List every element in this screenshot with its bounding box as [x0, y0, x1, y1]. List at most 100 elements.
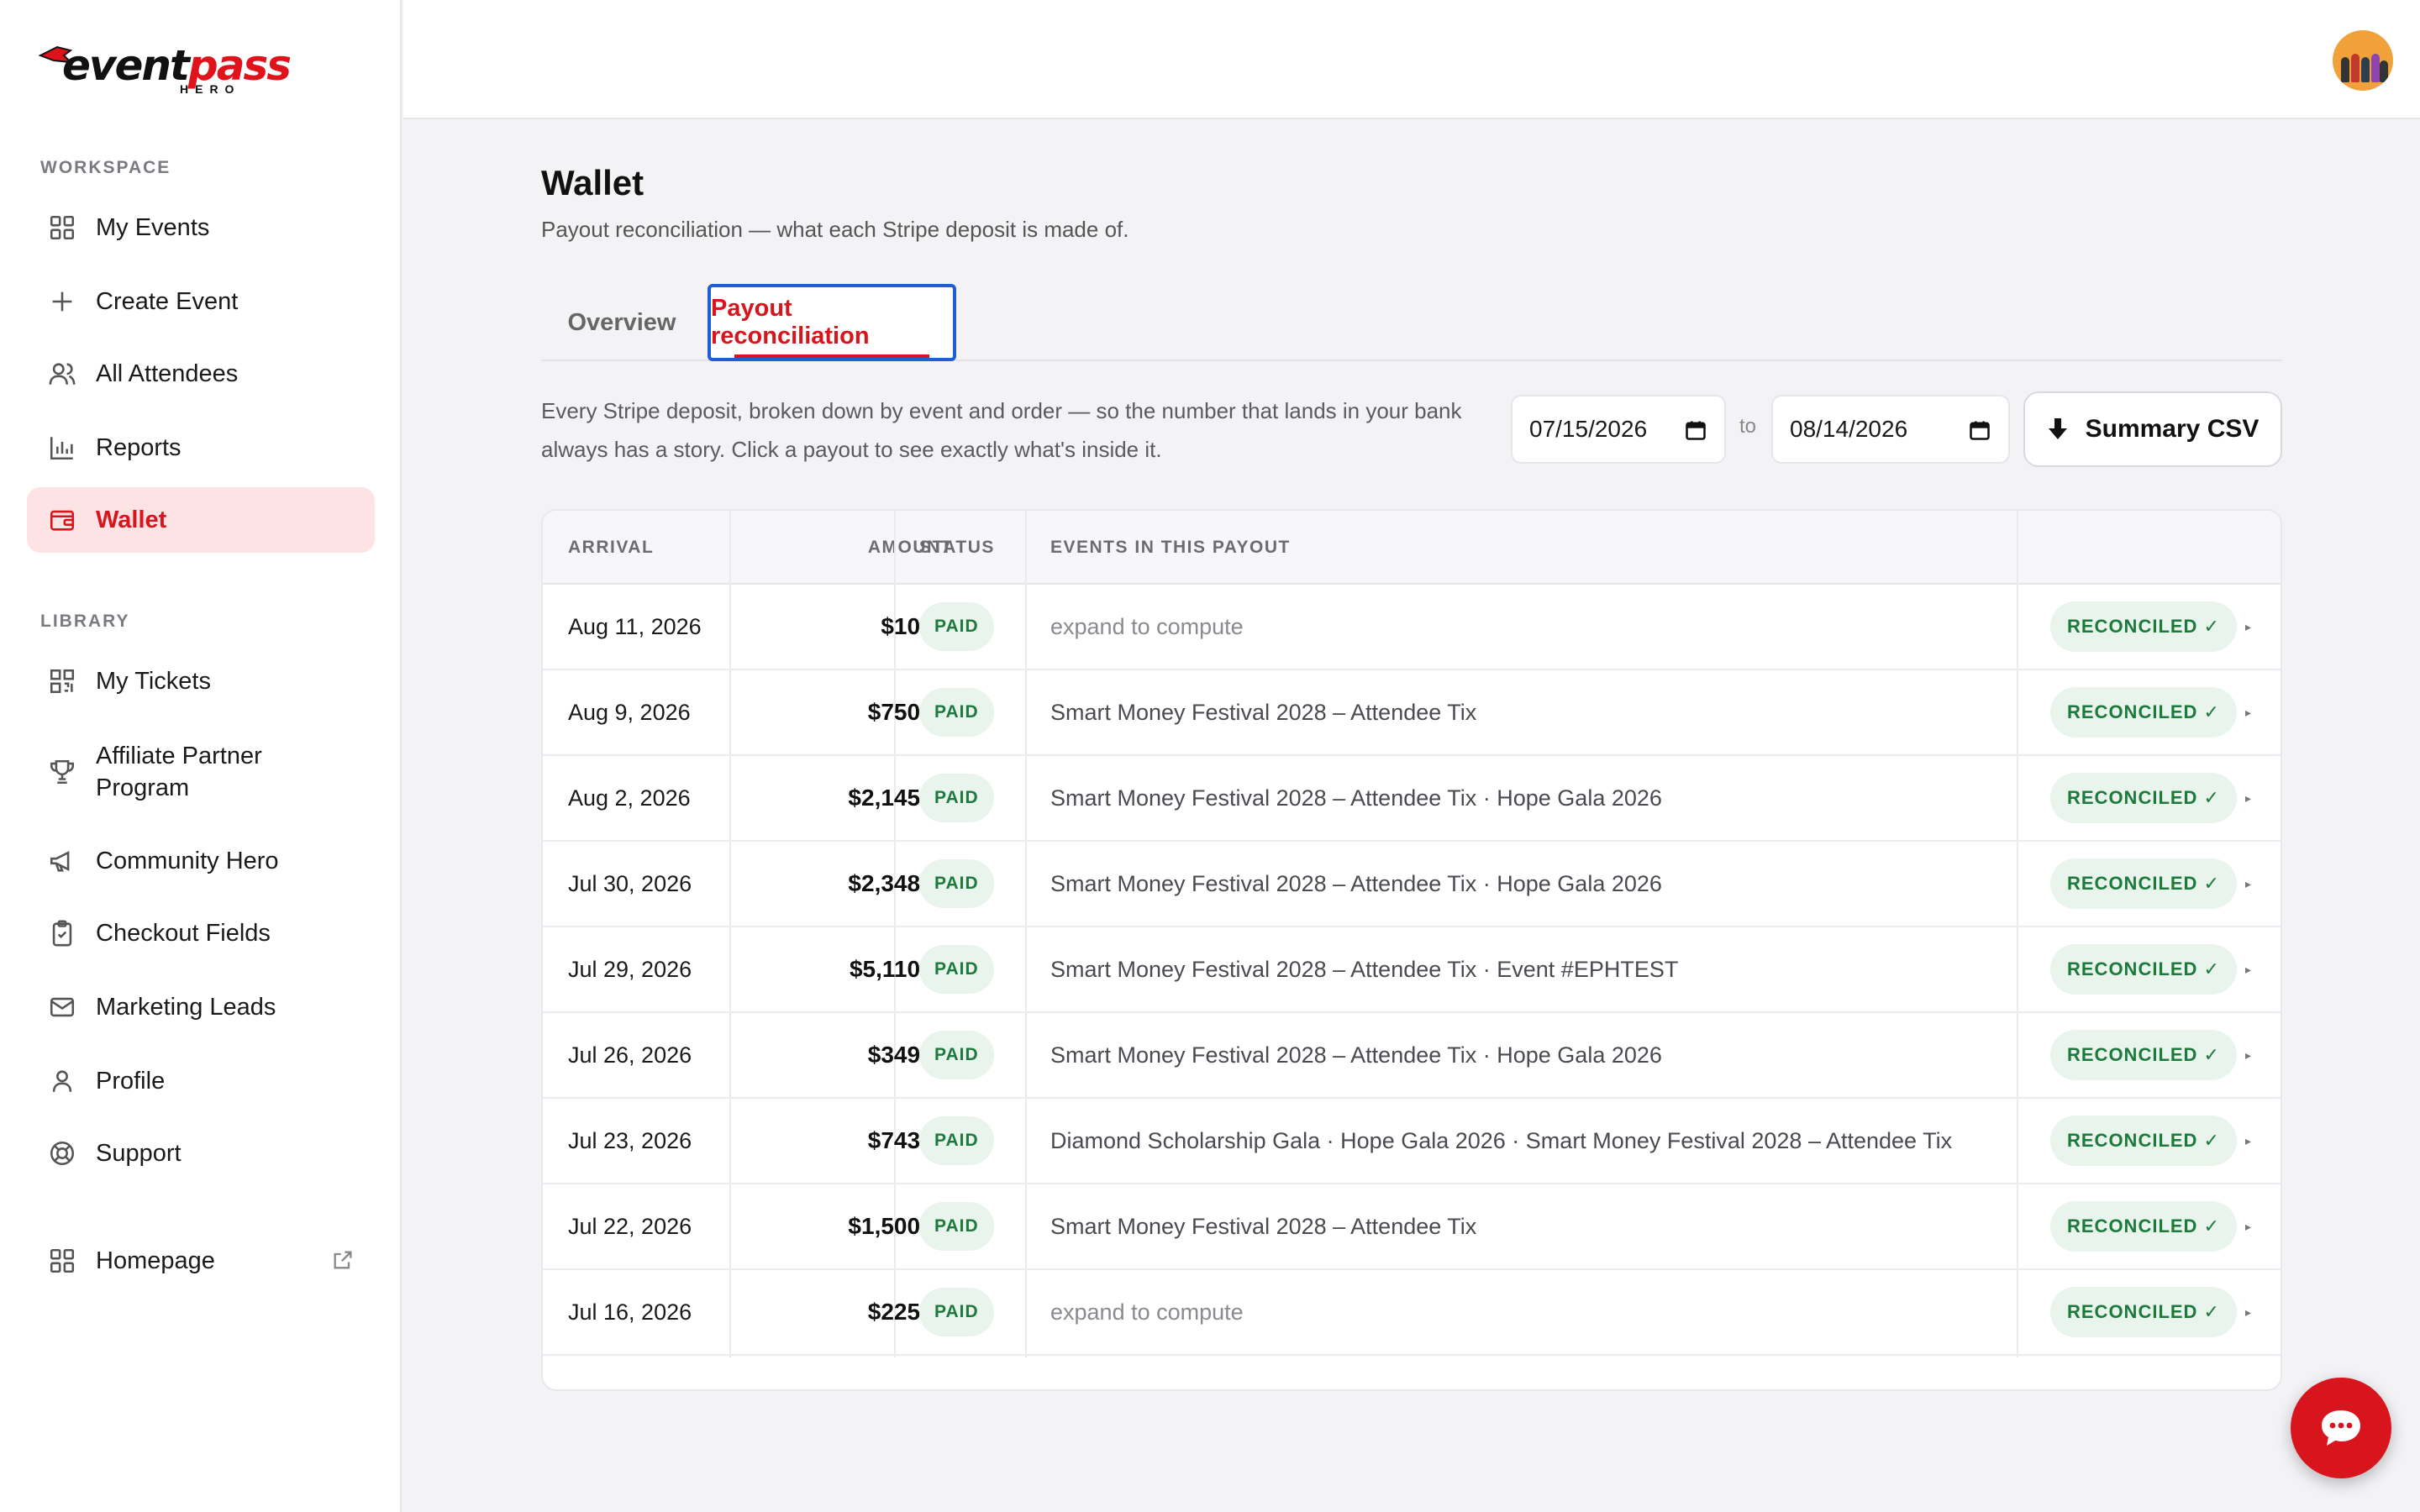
column-divider — [894, 511, 896, 1357]
column-header-events: EVENTS IN THIS PAYOUT — [1050, 538, 1291, 557]
reconciled-badge[interactable]: RECONCILED ✓ — [2050, 601, 2237, 652]
reconciled-cell: RECONCILED ✓ — [2050, 1099, 2237, 1183]
reconciled-badge[interactable]: RECONCILED ✓ — [2050, 858, 2237, 909]
date-from-value: 07/15/2026 — [1529, 416, 1648, 442]
reconciled-cell: RECONCILED ✓ — [2050, 1013, 2237, 1097]
sidebar-item-checkout-fields[interactable]: Checkout Fields — [27, 900, 375, 966]
reconciled-badge[interactable]: RECONCILED ✓ — [2050, 687, 2237, 738]
reconciled-badge[interactable]: RECONCILED ✓ — [2050, 944, 2237, 995]
avatar-figure — [2371, 54, 2380, 82]
sidebar-item-marketing-leads[interactable]: Marketing Leads — [27, 974, 375, 1040]
sidebar-item-create-event[interactable]: Create Event — [27, 269, 375, 334]
chat-button[interactable] — [2291, 1378, 2391, 1478]
sidebar-item-community-hero[interactable]: Community Hero — [27, 828, 375, 894]
expand-caret-icon[interactable]: ▸ — [2245, 876, 2252, 890]
expand-caret-icon[interactable]: ▸ — [2245, 962, 2252, 976]
arrival-date: Aug 2, 2026 — [568, 785, 691, 811]
expand-caret-icon[interactable]: ▸ — [2245, 705, 2252, 719]
table-row[interactable]: Jul 26, 2026 $349.30 PAID Smart Money Festi… — [543, 1013, 2281, 1099]
reconciled-badge[interactable]: RECONCILED ✓ — [2050, 773, 2237, 823]
page-title: Wallet — [541, 163, 644, 202]
date-to-input[interactable]: 08/14/2026 — [1771, 395, 2010, 464]
tab-payout-reconciliation[interactable]: Payout reconciliation — [708, 284, 956, 361]
sidebar-item-label: Homepage — [96, 1247, 215, 1274]
tab-overview[interactable]: Overview — [567, 308, 676, 336]
status-cell: PAID — [919, 927, 994, 1011]
sidebar-item-support[interactable]: Support — [27, 1121, 375, 1186]
arrival-date: Jul 30, 2026 — [568, 870, 692, 896]
reconciled-cell: RECONCILED ✓ — [2050, 756, 2237, 840]
expand-caret-icon[interactable]: ▸ — [2245, 619, 2252, 633]
sidebar-item-my-tickets[interactable]: My Tickets — [27, 648, 375, 714]
sidebar-item-label: Profile — [96, 1068, 166, 1095]
summary-csv-button[interactable]: Summary CSV — [2023, 391, 2282, 467]
page-subtitle: Payout reconciliation — what each Stripe… — [541, 217, 1129, 242]
wallet-icon — [47, 505, 77, 535]
table-row[interactable]: Aug 2, 2026 $2,145.78 PAID Smart Money Fest… — [543, 756, 2281, 842]
grid-icon — [47, 213, 77, 243]
arrival-date: Jul 16, 2026 — [568, 1299, 692, 1325]
reconciled-badge[interactable]: RECONCILED ✓ — [2050, 1201, 2237, 1252]
sidebar-item-my-events[interactable]: My Events — [27, 195, 375, 260]
status-badge: PAID — [919, 774, 994, 822]
column-header-status: STATUS — [919, 538, 995, 557]
avatar-figure — [2351, 54, 2360, 82]
status-cell: PAID — [919, 842, 994, 926]
sidebar-item-label: Reports — [96, 434, 182, 461]
reconciled-badge[interactable]: RECONCILED ✓ — [2050, 1287, 2237, 1337]
column-divider — [2017, 511, 2018, 1357]
payout-events: Smart Money Festival 2028 – Attendee Tix — [1050, 699, 1477, 725]
table-row[interactable]: Jul 16, 2026 $225.18 PAID expand to compute… — [543, 1270, 2281, 1356]
table-row[interactable]: Aug 9, 2026 $750.00 PAID Smart Money Festiv… — [543, 670, 2281, 756]
lifebuoy-icon — [47, 1138, 77, 1168]
expand-caret-icon[interactable]: ▸ — [2245, 1047, 2252, 1062]
sidebar-item-homepage[interactable]: Homepage — [27, 1228, 375, 1294]
expand-caret-icon[interactable]: ▸ — [2245, 790, 2252, 805]
arrival-date: Jul 26, 2026 — [568, 1042, 692, 1068]
top-bar — [403, 0, 2420, 119]
reconciled-cell: RECONCILED ✓ — [2050, 927, 2237, 1011]
sidebar-item-label: Support — [96, 1140, 182, 1167]
table-row[interactable]: Jul 23, 2026 $743.25 PAID Diamond Scholarsh… — [543, 1099, 2281, 1184]
status-badge: PAID — [919, 602, 994, 651]
reconciled-cell: RECONCILED ✓ — [2050, 842, 2237, 926]
sidebar-item-profile[interactable]: Profile — [27, 1048, 375, 1114]
column-header-amount: AMOUNT — [867, 538, 953, 557]
reconciled-cell: RECONCILED ✓ — [2050, 1184, 2237, 1268]
sidebar-item-label: My Tickets — [96, 668, 211, 695]
sidebar-item-label: Create Event — [96, 288, 239, 315]
summary-csv-label: Summary CSV — [2085, 415, 2260, 443]
expand-caret-icon[interactable]: ▸ — [2245, 1133, 2252, 1147]
eventpass-hero-logo[interactable]: eventpass HERO — [39, 37, 292, 96]
reconciled-badge[interactable]: RECONCILED ✓ — [2050, 1030, 2237, 1080]
expand-caret-icon[interactable]: ▸ — [2245, 1219, 2252, 1233]
arrival-date: Aug 9, 2026 — [568, 699, 691, 725]
reconciled-badge[interactable]: RECONCILED ✓ — [2050, 1116, 2237, 1166]
sidebar-item-reports[interactable]: Reports — [27, 415, 375, 480]
sidebar-item-all-attendees[interactable]: All Attendees — [27, 341, 375, 407]
date-from-input[interactable]: 07/15/2026 — [1511, 395, 1726, 464]
calendar-icon[interactable] — [1684, 418, 1707, 442]
status-cell: PAID — [919, 1184, 994, 1268]
bar-chart-icon — [47, 433, 77, 463]
status-cell: PAID — [919, 1099, 994, 1183]
table-row[interactable]: Jul 30, 2026 $2,348.72 PAID Smart Money Fes… — [543, 842, 2281, 927]
status-cell: PAID — [919, 670, 994, 754]
calendar-icon[interactable] — [1968, 418, 1991, 442]
sidebar-item-label: My Events — [96, 214, 210, 241]
sidebar-item-affiliate-partner-program[interactable]: Affiliate Partner Program — [27, 729, 375, 815]
payout-events: expand to compute — [1050, 613, 1244, 639]
avatar[interactable] — [2333, 30, 2393, 91]
status-badge: PAID — [919, 1202, 994, 1251]
table-row[interactable]: Jul 29, 2026 $5,110.54 PAID Smart Money Fes… — [543, 927, 2281, 1013]
trophy-icon — [47, 757, 77, 787]
expand-caret-icon[interactable]: ▸ — [2245, 1305, 2252, 1319]
status-badge: PAID — [919, 1288, 994, 1336]
grid-icon — [47, 1246, 77, 1276]
sidebar-item-wallet[interactable]: Wallet — [27, 487, 375, 553]
tab-bar: Overview Payout reconciliation — [541, 284, 2282, 361]
table-row[interactable]: Jul 22, 2026 $1,500.00 PAID Smart Money Fes… — [543, 1184, 2281, 1270]
status-badge: PAID — [919, 1116, 994, 1165]
table-row[interactable]: Aug 11, 2026 $10.00 PAID expand to compute R… — [543, 585, 2281, 670]
reconciled-cell: RECONCILED ✓ — [2050, 1270, 2237, 1354]
